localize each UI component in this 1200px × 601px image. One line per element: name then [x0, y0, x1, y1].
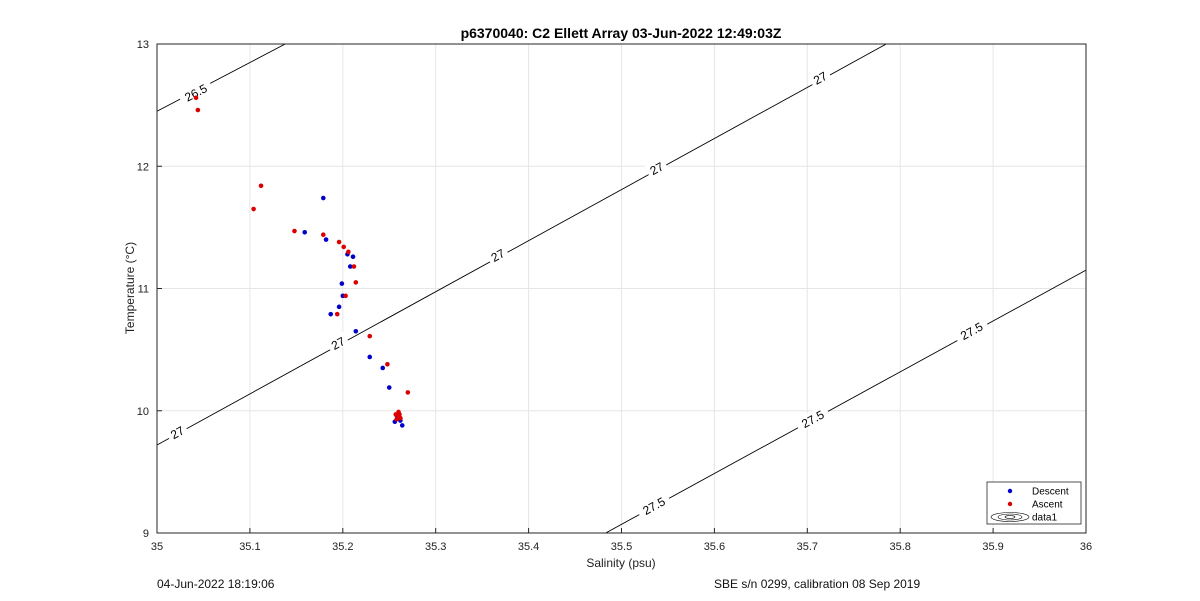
ascent-point	[334, 311, 340, 317]
descent-point	[347, 264, 353, 269]
contour-label-bg	[794, 404, 831, 433]
ascent-point	[393, 412, 399, 417]
x-tick-label: 35.8	[889, 541, 910, 553]
y-tick-label: 10	[137, 406, 149, 418]
contour-label-bg	[644, 156, 669, 179]
ascent-point	[398, 415, 403, 421]
x-tick-label: 35	[151, 541, 163, 553]
descent-point	[350, 254, 356, 260]
ascent-point	[394, 417, 399, 422]
legend-marker-ascent	[1007, 501, 1013, 507]
ascent-point	[405, 390, 411, 395]
chart-title: p6370040: C2 Ellett Array 03-Jun-2022 12…	[461, 25, 782, 41]
ascent-point	[367, 333, 373, 339]
y-tick-label: 13	[137, 39, 149, 51]
descent-point	[380, 365, 386, 371]
legend-box	[986, 481, 1082, 525]
ascent-point	[292, 228, 297, 234]
legend-contour-icon	[990, 512, 1030, 522]
footer-calibration: SBE s/n 0299, calibration 08 Sep 2019	[714, 577, 921, 591]
ascent-point	[385, 361, 390, 367]
ascent-point	[341, 244, 347, 250]
descent-point	[323, 237, 329, 242]
contour-label-27: 27	[485, 243, 510, 266]
descent-point	[320, 195, 326, 201]
contour-label-text: 27	[168, 423, 187, 442]
legend-label-data1: data1	[1032, 513, 1057, 524]
ascent-point	[353, 280, 359, 285]
contour-label-27: 27	[807, 66, 832, 89]
x-tick-label: 35.3	[425, 541, 446, 553]
contour-label-27: 27	[644, 156, 669, 179]
descent-point	[386, 385, 392, 390]
y-axis-label: Temperature (°C)	[123, 242, 137, 334]
footer-timestamp: 04-Jun-2022 18:19:06	[157, 577, 275, 591]
ascent-point	[343, 293, 348, 299]
contour-label-text: 27	[329, 334, 348, 353]
axis-ticks: 35 35.1 35.2 35.3 35.4 35.5 35.6 35.7 35.8 35.9 36…	[137, 39, 1092, 553]
descent-point	[328, 311, 334, 317]
descent-point	[302, 229, 308, 235]
data-points	[193, 95, 411, 428]
contour-line-26.5	[157, 44, 286, 112]
contour-label-bg	[325, 331, 350, 354]
descent-point	[353, 328, 359, 334]
ascent-point	[320, 232, 326, 238]
contour-label-bg	[485, 243, 510, 266]
series-ascent	[193, 95, 411, 422]
legend-label-descent: Descent	[1032, 487, 1069, 498]
ascent-point	[351, 264, 357, 269]
ascent-point	[195, 107, 201, 113]
x-tick-label: 35.9	[982, 541, 1003, 553]
density-contours	[157, 44, 1086, 533]
ascent-point	[193, 95, 199, 101]
y-tick-label: 12	[137, 161, 149, 173]
contour-label-27: 27	[164, 420, 190, 443]
contour-line-27	[157, 44, 887, 446]
x-tick-label: 35.1	[239, 541, 260, 553]
x-tick-label: 35.2	[332, 541, 353, 553]
x-axis-label: Salinity (psu)	[586, 556, 655, 570]
contour-label-text: 27	[648, 159, 667, 178]
contour-line-27.5	[605, 269, 1086, 533]
y-tick-label: 11	[138, 284, 149, 296]
contour-label-bg	[164, 420, 190, 443]
legend-marker-descent	[1007, 488, 1013, 494]
contour-label-27: 27	[325, 331, 350, 354]
contour-label-bg	[635, 490, 672, 520]
descent-point	[336, 304, 342, 310]
contour-label-bg	[952, 316, 990, 345]
ascent-point	[258, 183, 264, 189]
descent-point	[367, 354, 373, 360]
legend: Descent Ascent data1	[986, 481, 1082, 525]
contour-label-bg	[807, 66, 832, 89]
contour-label-bg	[177, 77, 214, 107]
ascent-point	[336, 239, 342, 245]
ascent-point	[346, 249, 351, 255]
contour-label-text: 27	[811, 69, 830, 88]
x-tick-label: 35.4	[518, 541, 539, 553]
descent-point	[339, 281, 345, 286]
x-tick-label: 35.7	[797, 541, 818, 553]
ascent-point	[251, 206, 256, 212]
contour-label-text: 27	[489, 246, 508, 265]
legend-label-ascent: Ascent	[1032, 500, 1063, 511]
descent-point	[399, 423, 405, 428]
x-tick-label: 35.6	[704, 541, 725, 553]
x-tick-label: 35.5	[611, 541, 632, 553]
y-tick-label: 9	[143, 528, 149, 540]
x-tick-label: 36	[1080, 541, 1092, 553]
